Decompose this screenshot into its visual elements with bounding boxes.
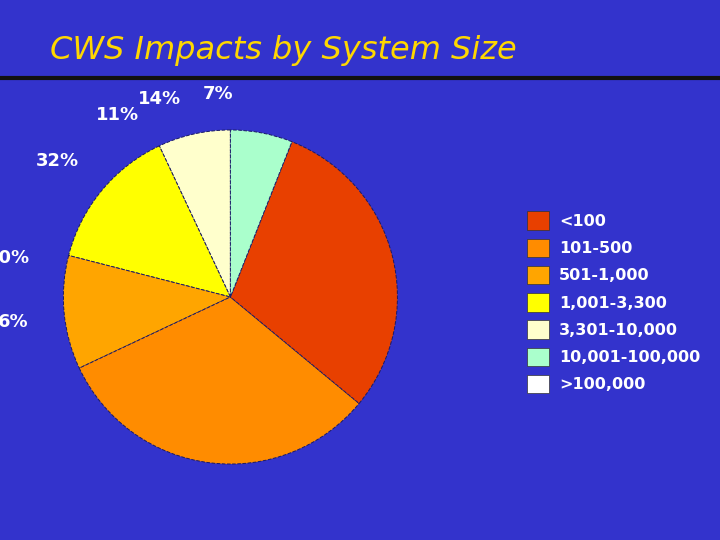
Wedge shape — [68, 146, 230, 297]
Text: 11%: 11% — [96, 106, 140, 124]
Text: 14%: 14% — [138, 90, 181, 108]
Wedge shape — [230, 130, 292, 297]
Legend: <100, 101-500, 501-1,000, 1,001-3,300, 3,301-10,000, 10,001-100,000, >100,000: <100, 101-500, 501-1,000, 1,001-3,300, 3… — [522, 207, 705, 398]
Text: 6%: 6% — [0, 313, 28, 331]
Text: CWS Impacts by System Size: CWS Impacts by System Size — [50, 35, 517, 66]
Wedge shape — [79, 297, 359, 464]
Wedge shape — [159, 130, 230, 297]
Wedge shape — [230, 141, 397, 403]
Text: 32%: 32% — [36, 152, 79, 170]
Text: 30%: 30% — [0, 249, 30, 267]
Wedge shape — [63, 255, 230, 368]
Text: 7%: 7% — [202, 85, 233, 103]
